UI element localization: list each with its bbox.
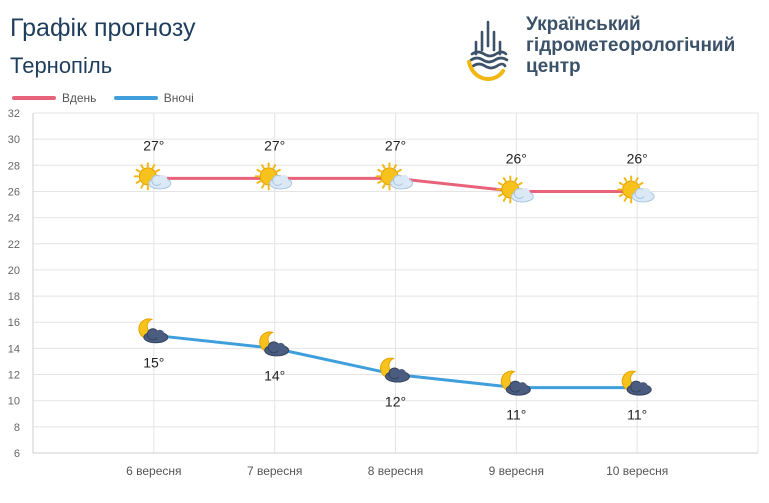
night-temp-label: 11° [506,407,526,423]
legend-item-night[interactable]: Вночі [113,91,194,105]
city-name: Тернопіль [10,53,113,78]
moon-cloud-icon [138,318,169,344]
sun-cloud-icon [254,162,293,191]
night-temp-label: 11° [627,407,647,423]
moon-cloud-icon [500,370,531,396]
legend-item-day[interactable]: Вдень [12,91,96,105]
y-tick-label: 6 [14,448,20,460]
x-tick-label: 8 вересня [368,464,423,478]
y-tick-label: 10 [8,396,20,408]
y-tick-label: 16 [8,317,20,329]
brand-name: Український гідрометеорологічний центр [526,14,735,77]
moon-cloud-icon [621,370,652,396]
brand-block[interactable]: Український гідрометеорологічний центр [460,12,760,82]
y-tick-label: 20 [8,265,20,277]
night-temp-label: 14° [264,367,285,383]
legend-label-night: Вночі [163,91,194,105]
y-tick-label: 30 [8,134,20,146]
ukrhydromet-drop-logo-icon [467,20,509,82]
y-tick-label: 32 [8,108,20,120]
x-tick-label: 10 вересня [606,464,668,478]
day-temp-label: 27° [143,137,164,153]
y-tick-label: 14 [8,343,20,355]
legend-swatch-day [12,96,56,100]
y-tick-label: 18 [8,291,20,303]
night-temp-label: 15° [143,354,164,370]
y-tick-label: 12 [8,370,20,382]
brand-line-2: гідрометеорологічний [526,35,736,56]
y-tick-label: 8 [14,422,20,434]
brand-line-1: Український [526,14,641,35]
page-title: Графік прогнозу [10,14,196,42]
night-temp-label: 12° [385,394,406,410]
x-tick-label: 6 вересня [126,464,181,478]
sun-cloud-icon [375,162,413,191]
moon-cloud-icon [259,331,290,357]
legend-swatch-night [113,96,158,100]
sun-cloud-icon [133,162,172,191]
day-temp-label: 27° [264,137,285,153]
x-tick-label: 9 вересня [489,464,544,478]
moon-cloud-icon [380,357,410,383]
sun-cloud-icon [496,175,534,204]
day-temp-label: 26° [506,150,527,166]
sun-cloud-icon [617,175,655,204]
x-tick-label: 7 вересня [247,464,302,478]
y-tick-label: 22 [8,239,20,251]
chart-legend: Вдень Вночі [12,89,208,105]
y-tick-label: 26 [8,186,20,198]
brand-line-3: центр [526,56,581,77]
y-tick-label: 24 [8,213,20,225]
day-temp-label: 27° [385,137,406,153]
y-tick-label: 28 [8,160,20,172]
legend-label-day: Вдень [62,91,97,105]
day-temp-label: 26° [627,150,648,166]
